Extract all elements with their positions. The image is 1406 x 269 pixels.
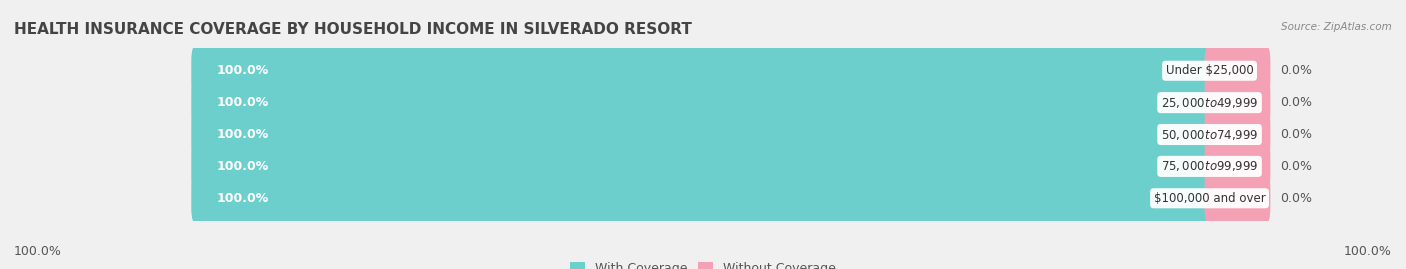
Text: 0.0%: 0.0% — [1281, 96, 1312, 109]
Text: $50,000 to $74,999: $50,000 to $74,999 — [1161, 128, 1258, 141]
Text: 100.0%: 100.0% — [14, 245, 62, 258]
Text: Under $25,000: Under $25,000 — [1166, 64, 1253, 77]
Text: 100.0%: 100.0% — [1344, 245, 1392, 258]
FancyBboxPatch shape — [191, 109, 1215, 160]
FancyBboxPatch shape — [191, 77, 1215, 128]
Text: 100.0%: 100.0% — [217, 192, 269, 205]
Text: $100,000 and over: $100,000 and over — [1154, 192, 1265, 205]
FancyBboxPatch shape — [191, 172, 1215, 224]
Text: 0.0%: 0.0% — [1281, 160, 1312, 173]
FancyBboxPatch shape — [191, 45, 1215, 97]
FancyBboxPatch shape — [1205, 172, 1271, 224]
FancyBboxPatch shape — [1205, 77, 1271, 128]
Text: 0.0%: 0.0% — [1281, 64, 1312, 77]
Text: 0.0%: 0.0% — [1281, 192, 1312, 205]
Text: 100.0%: 100.0% — [217, 96, 269, 109]
Text: 100.0%: 100.0% — [217, 160, 269, 173]
Legend: With Coverage, Without Coverage: With Coverage, Without Coverage — [571, 261, 835, 269]
Text: Source: ZipAtlas.com: Source: ZipAtlas.com — [1281, 22, 1392, 31]
FancyBboxPatch shape — [191, 45, 1215, 97]
Text: $75,000 to $99,999: $75,000 to $99,999 — [1161, 159, 1258, 174]
FancyBboxPatch shape — [1205, 109, 1271, 160]
FancyBboxPatch shape — [1205, 45, 1271, 97]
Text: 0.0%: 0.0% — [1281, 128, 1312, 141]
FancyBboxPatch shape — [1205, 141, 1271, 192]
FancyBboxPatch shape — [191, 77, 1215, 128]
FancyBboxPatch shape — [191, 109, 1215, 160]
FancyBboxPatch shape — [191, 172, 1215, 224]
Text: HEALTH INSURANCE COVERAGE BY HOUSEHOLD INCOME IN SILVERADO RESORT: HEALTH INSURANCE COVERAGE BY HOUSEHOLD I… — [14, 22, 692, 37]
FancyBboxPatch shape — [191, 141, 1215, 192]
FancyBboxPatch shape — [191, 141, 1215, 192]
Text: $25,000 to $49,999: $25,000 to $49,999 — [1161, 95, 1258, 110]
Text: 100.0%: 100.0% — [217, 128, 269, 141]
Text: 100.0%: 100.0% — [217, 64, 269, 77]
